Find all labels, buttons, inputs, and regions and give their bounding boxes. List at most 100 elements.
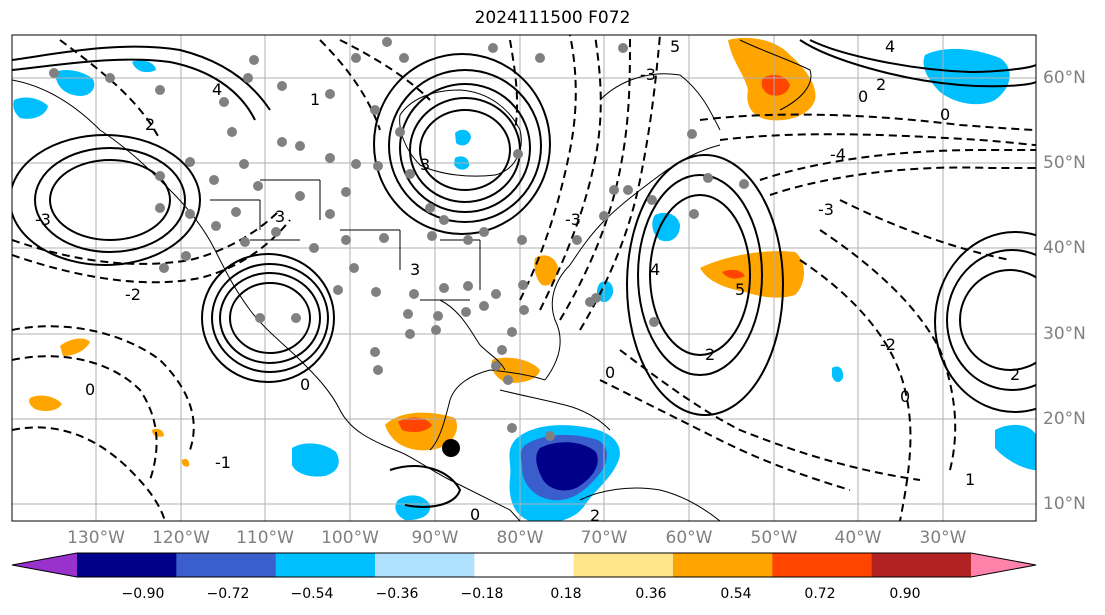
contour-label: 4 — [885, 37, 895, 56]
lat-label-50n: 50°N — [1043, 153, 1086, 173]
blue-anomaly-hudson — [455, 129, 471, 146]
blue-anomaly-mexico — [395, 495, 431, 521]
contour-label: 4 — [212, 80, 222, 99]
blue-anomaly-atlantic2 — [596, 281, 614, 303]
contour-label: 0 — [858, 87, 868, 106]
contour-label: 0 — [940, 105, 950, 124]
red-anomaly-atlantic — [722, 269, 745, 279]
orange-anomaly-atlantic — [700, 251, 805, 298]
contour-label: 3 — [410, 260, 420, 279]
shading-layer — [13, 37, 1036, 521]
positive-contours — [12, 39, 1036, 508]
colorbar-tick: 0.90 — [889, 586, 921, 602]
lon-label-70w: 70°W — [580, 528, 628, 548]
orange-anomaly-cuba — [491, 357, 540, 383]
blue-anomaly-alaska — [13, 97, 48, 119]
contour-label: 5 — [670, 37, 680, 56]
contour-label: -4 — [830, 145, 846, 164]
orange-anomaly-pac1 — [29, 395, 62, 412]
contour-label: 2 — [705, 345, 715, 364]
contour-label: 4 — [650, 260, 660, 279]
negative-contours — [12, 35, 1036, 521]
colorbar-tick: 0.36 — [635, 586, 667, 602]
contour-label: 0 — [85, 380, 95, 399]
orange-anomaly-pac3 — [152, 428, 164, 437]
lon-label-60w: 60°W — [665, 528, 713, 548]
contour-label: 1 — [310, 90, 320, 109]
blue-anomaly-east-atl — [995, 424, 1036, 470]
red-anomaly-greenland — [761, 74, 790, 96]
contour-labels: 4 2 1 3 3 3 4 5 2 0 -4 -3 0 2 4 0 5 -3 -… — [35, 37, 1020, 525]
lon-label-40w: 40°W — [834, 528, 882, 548]
orange-anomaly-pac2 — [60, 338, 90, 356]
lat-label-10n: 10°N — [1043, 494, 1086, 514]
contour-label: 3 — [420, 155, 430, 174]
colorbar — [11, 552, 1037, 578]
contour-label: -1 — [215, 453, 231, 472]
lon-label-120w: 120°W — [152, 528, 210, 548]
colorbar-segment — [573, 553, 674, 577]
blue-anomaly-caribbean-core — [536, 442, 598, 491]
blue-anomaly-atlantic — [652, 212, 680, 242]
contour-label: -3 — [640, 65, 656, 84]
colorbar-tick: 0.54 — [720, 586, 752, 602]
colorbar-segment — [375, 553, 475, 577]
contour-label: 0 — [300, 375, 310, 394]
lat-label-40n: 40°N — [1043, 238, 1086, 258]
contour-label: 2 — [1010, 365, 1020, 384]
blue-anomaly-small — [832, 366, 844, 382]
blue-anomaly-alaska2 — [55, 70, 95, 96]
colorbar-tick: −0.72 — [206, 586, 250, 602]
colorbar-tick: −0.90 — [121, 586, 165, 602]
colorbar-segment — [772, 553, 873, 577]
blue-anomaly-pacific — [292, 443, 339, 477]
map-title: 2024111500 F072 — [474, 8, 631, 28]
lat-label-30n: 30°N — [1043, 324, 1086, 344]
contour-label: 2 — [876, 75, 886, 94]
colorbar-tick: −0.18 — [460, 586, 504, 602]
lon-label-130w: 130°W — [67, 528, 125, 548]
contour-label: -2 — [125, 285, 141, 304]
lat-label-60n: 60°N — [1043, 68, 1086, 88]
station-dots — [49, 37, 749, 441]
colorbar-tick: −0.36 — [375, 586, 419, 602]
colorbar-segment — [673, 553, 773, 577]
lon-label-100w: 100°W — [321, 528, 379, 548]
orange-anomaly-va — [534, 255, 558, 286]
contour-label: 2 — [145, 115, 155, 134]
colorbar-segment — [176, 553, 277, 577]
contour-label: 0 — [900, 387, 910, 406]
colorbar-tick: 0.72 — [804, 586, 836, 602]
contour-label: 2 — [590, 506, 600, 525]
orange-anomaly-pac4 — [181, 458, 190, 467]
colorbar-segment — [12, 553, 77, 577]
contour-label: -3 — [818, 200, 834, 219]
plot-frame — [11, 34, 1037, 522]
colorbar-tick: 0.18 — [550, 586, 582, 602]
contour-label: 1 — [965, 470, 975, 489]
contour-label: -3 — [35, 210, 51, 229]
red-anomaly-gulf — [398, 417, 432, 433]
colorbar-segment — [77, 553, 177, 577]
blue-anomaly-north-atl — [923, 48, 1010, 105]
colorbar-segment — [871, 553, 972, 577]
contour-label: -2 — [880, 335, 896, 354]
contour-label: 5 — [735, 280, 745, 299]
colorbar-tick: −0.54 — [290, 586, 334, 602]
contour-label: 3 — [275, 207, 285, 226]
lon-label-50w: 50°W — [750, 528, 798, 548]
blue-anomaly-pacific2 — [132, 60, 156, 73]
lon-label-30w: 30°W — [919, 528, 967, 548]
contour-label: -3 — [565, 210, 581, 229]
lon-label-110w: 110°W — [236, 528, 294, 548]
contour-label: 0 — [605, 363, 615, 382]
grid-lines — [12, 35, 1036, 521]
storm-position-marker — [442, 439, 460, 457]
lon-label-90w: 90°W — [411, 528, 459, 548]
contour-label: 0 — [470, 505, 480, 524]
lat-label-20n: 20°N — [1043, 409, 1086, 429]
colorbar-segment — [971, 553, 1036, 577]
colorbar-outline — [11, 552, 1037, 578]
lon-label-80w: 80°W — [496, 528, 544, 548]
